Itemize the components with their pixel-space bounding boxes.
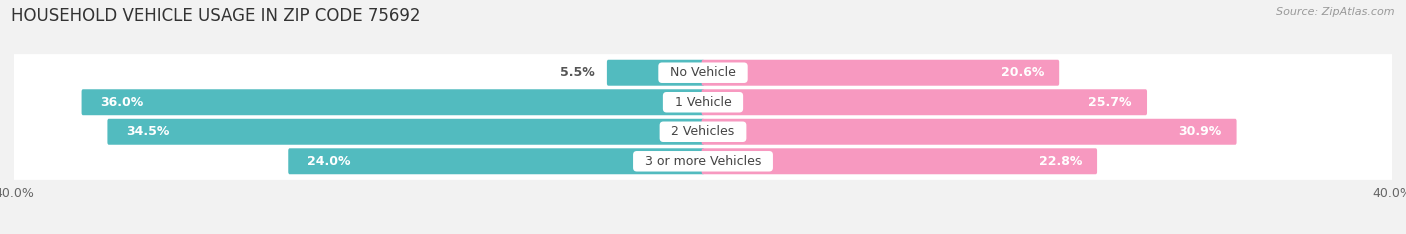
FancyBboxPatch shape [702,148,1097,174]
FancyBboxPatch shape [607,60,704,86]
Text: 34.5%: 34.5% [127,125,169,138]
FancyBboxPatch shape [288,148,704,174]
FancyBboxPatch shape [107,119,704,145]
Text: 36.0%: 36.0% [100,96,143,109]
FancyBboxPatch shape [82,89,704,115]
FancyBboxPatch shape [702,89,1147,115]
Text: No Vehicle: No Vehicle [662,66,744,79]
Text: 24.0%: 24.0% [307,155,350,168]
Text: 20.6%: 20.6% [1001,66,1045,79]
Text: Source: ZipAtlas.com: Source: ZipAtlas.com [1277,7,1395,17]
FancyBboxPatch shape [3,113,1403,150]
Text: 3 or more Vehicles: 3 or more Vehicles [637,155,769,168]
Text: 25.7%: 25.7% [1088,96,1132,109]
FancyBboxPatch shape [702,119,1237,145]
FancyBboxPatch shape [3,84,1403,121]
FancyBboxPatch shape [3,143,1403,180]
FancyBboxPatch shape [3,54,1403,91]
Text: 2 Vehicles: 2 Vehicles [664,125,742,138]
Text: 5.5%: 5.5% [560,66,595,79]
Text: 1 Vehicle: 1 Vehicle [666,96,740,109]
Text: 22.8%: 22.8% [1039,155,1083,168]
Text: 30.9%: 30.9% [1178,125,1222,138]
FancyBboxPatch shape [702,60,1059,86]
Text: HOUSEHOLD VEHICLE USAGE IN ZIP CODE 75692: HOUSEHOLD VEHICLE USAGE IN ZIP CODE 7569… [11,7,420,25]
